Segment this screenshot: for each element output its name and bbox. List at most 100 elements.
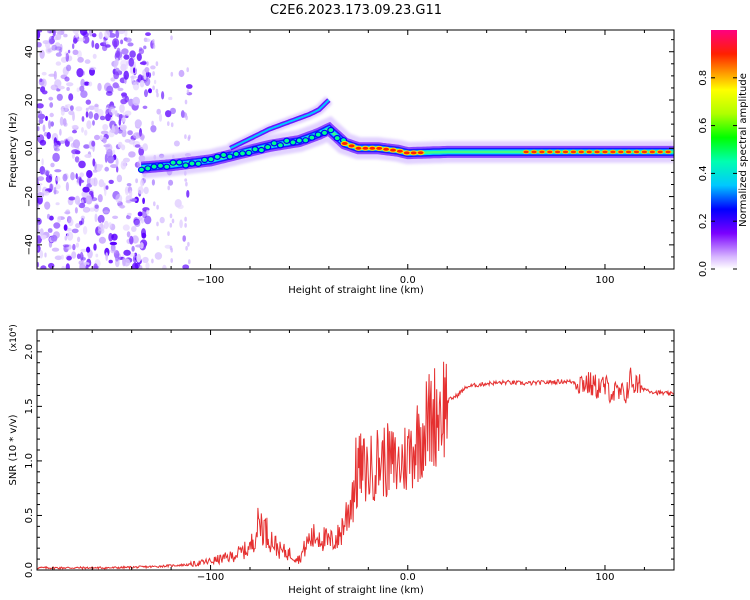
noise-dot [94,134,100,141]
ridge-hot-spot [340,141,349,146]
noise-dot [92,53,97,59]
noise-dot [144,215,152,225]
colorbar-ticks: 0.0 0.2 0.4 0.6 0.8 [698,70,737,277]
ridge-hot-spot [562,149,569,154]
noise-dot [115,85,120,89]
noise-dot [56,93,63,101]
ridge-blob [270,140,278,147]
noise-dot [173,140,180,147]
noise-dot [72,129,77,134]
noise-dot [92,169,98,173]
noise-dot [127,130,133,136]
noise-dot [54,255,63,261]
noise-dot [49,215,54,221]
noise-dot [59,140,65,144]
noise-dot [103,38,107,46]
noise-dot [41,158,44,166]
noise-dot [85,107,89,112]
noise-dot [117,141,123,149]
colorbar-tick-label: 0.4 [698,165,709,181]
noise-dot [98,179,105,188]
noise-dot [168,96,173,101]
noise-dot [39,250,44,259]
colorbar: 0.0 0.2 0.4 0.6 0.8 Normalized spectral ampl… [698,30,749,277]
ridge-blob [251,145,259,153]
noise-dot [71,153,75,159]
noise-dot [98,31,103,40]
noise-dot [48,96,54,101]
ridge-hot-spot [368,145,377,151]
noise-dot [57,215,62,223]
ridge-hot-spot [648,149,656,154]
noise-dot [124,37,132,43]
x-tick-label: −100 [197,275,224,286]
noise-dot [37,103,44,109]
y-tick-label: 40 [24,45,35,58]
ridge-hot-spot [593,149,601,154]
noise-dot [91,40,95,48]
ridge-hot-spot [522,149,530,154]
noise-dot [122,257,126,267]
noise-dot [114,253,119,262]
noise-dot [37,184,42,193]
ridge-blob [257,146,265,154]
noise-dot [85,264,89,269]
ridge-blob [327,126,335,134]
noise-dot [82,226,88,235]
noise-dot [145,32,151,36]
noise-dot [144,89,148,98]
noise-dot [132,96,140,106]
ridge-blob [175,159,183,166]
noise-dot [168,179,174,186]
ridge-blob [137,166,146,173]
noise-dot [99,135,103,141]
colorbar-tick-label: 0.8 [698,70,709,86]
noise-dot [170,122,174,128]
noise-dot [153,201,156,207]
noise-dot [133,67,136,74]
noise-dot [95,253,99,258]
noise-dot [129,50,136,58]
noise-dot [53,222,61,229]
noise-dot [77,56,84,63]
noise-dot [167,185,170,191]
noise-dot [44,201,51,210]
noise-dot [80,78,85,88]
ridge-blob [232,150,240,158]
y-tick-label: −40 [24,234,35,255]
x-tick-label: 100 [595,275,614,286]
noise-dot [139,80,145,88]
noise-dot [58,85,65,90]
noise-dot [67,136,74,142]
noise-dot [92,120,95,126]
noise-dot [132,81,140,91]
noise-dot [120,160,127,170]
noise-dot [131,226,137,232]
noise-dot [115,194,123,204]
noise-dot [50,84,58,91]
noise-dot [85,99,92,105]
noise-dot [179,219,183,229]
noise-dot [50,162,55,168]
noise-dot [68,196,76,201]
noise-dot [42,124,46,132]
spectrogram-axes: −100 0.0 100 −40 −20 0.0 20 40 [24,30,674,286]
noise-dot [135,178,139,184]
noise-dot [94,104,99,108]
noise-dot [49,112,54,118]
noise-dot [71,149,79,155]
noise-dot [82,35,90,44]
noise-dot [66,64,72,72]
ridge-blob [201,156,209,164]
noise-dot [102,44,108,52]
noise-dot [112,215,119,219]
noise-dot [156,204,159,210]
ridge-hot-spot [361,145,370,151]
noise-dot [167,121,170,126]
ridge-blob [295,137,303,144]
noise-dot [38,118,44,124]
noise-dot [39,78,43,83]
noise-dot [105,113,111,122]
noise-dot [75,223,81,229]
noise-dot [85,195,93,205]
